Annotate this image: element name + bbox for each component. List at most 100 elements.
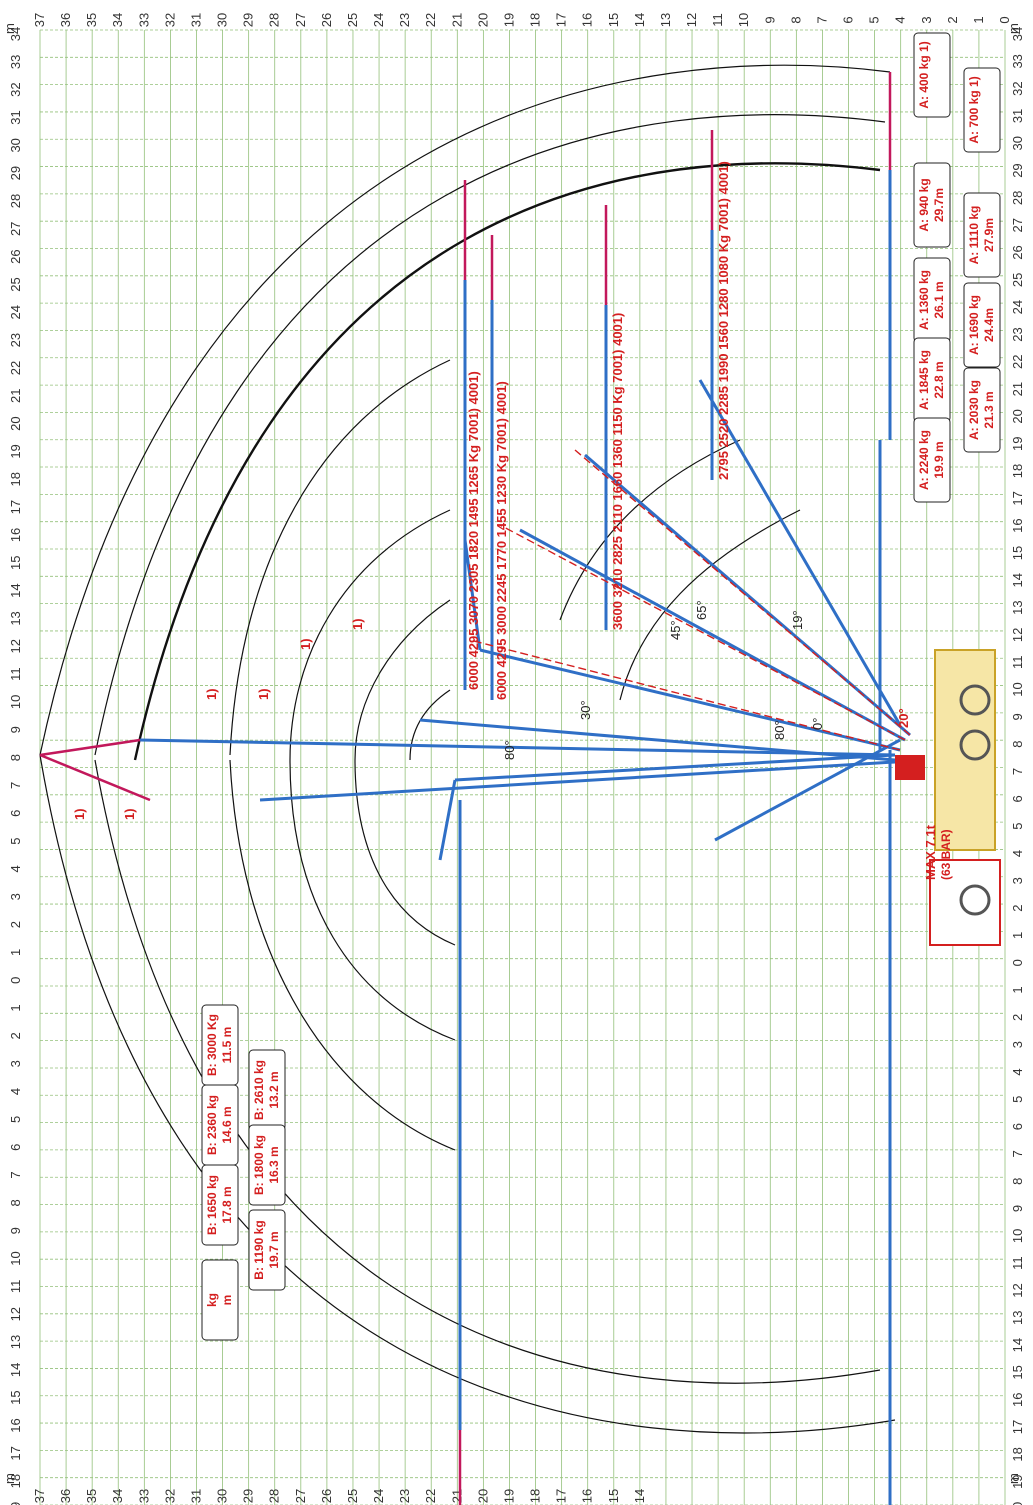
boom-65 xyxy=(479,648,901,752)
angle-label: 80° xyxy=(502,740,517,760)
tick-label-left: 14 xyxy=(8,583,23,597)
tick-label-right: 19 xyxy=(1010,1474,1025,1488)
tick-label-right: 23 xyxy=(1010,327,1025,341)
tick-label-left: 16 xyxy=(8,1418,23,1432)
reach-arc-lower-2 xyxy=(94,759,881,1384)
tick-label-right: 33 xyxy=(1010,54,1025,68)
angle-label: 65° xyxy=(694,600,709,620)
tick-label-left: 6 xyxy=(8,1144,23,1151)
tick-label-bottom: 23 xyxy=(397,1489,412,1503)
tick-label-top: 1 xyxy=(971,16,986,23)
tick-label-right: 12 xyxy=(1010,1283,1025,1297)
ref-line-45 xyxy=(499,524,906,741)
jib-tip-80 xyxy=(39,738,141,757)
reach-arc-inner-1 xyxy=(229,359,451,756)
tick-label-right: 9 xyxy=(1010,713,1025,720)
tick-label-top: 11 xyxy=(710,13,725,27)
tick-label-top: 33 xyxy=(136,13,151,27)
load-box-a-frame xyxy=(963,67,1001,153)
tick-label-left: 31 xyxy=(8,110,23,124)
tick-label-right: 12 xyxy=(1010,628,1025,642)
tick-label-left: 15 xyxy=(8,1390,23,1404)
load-box-a-radius: 19.9 m xyxy=(932,441,946,478)
footnote-marker: 1) xyxy=(298,638,313,650)
max-load-pressure: (63 BAR) xyxy=(939,829,953,880)
load-box-a: A: 940 kg 29.7m xyxy=(913,162,951,248)
capacity-row: 6000 4295 3070 2305 1820 1495 1265 Kg 70… xyxy=(466,371,481,690)
load-box-b-load: B: 1650 kg xyxy=(205,1175,219,1235)
tick-label-right: 17 xyxy=(1010,491,1025,505)
tick-label-left: 2 xyxy=(8,1032,23,1039)
ref-line-30 xyxy=(574,449,911,736)
tick-label-left: 14 xyxy=(8,1363,23,1377)
tick-label-left: 9 xyxy=(8,1227,23,1234)
tick-label-bottom: 25 xyxy=(345,1489,360,1503)
tick-label-top: 22 xyxy=(423,13,438,27)
tick-label-top: 8 xyxy=(788,16,803,23)
boom-knuckle-1 xyxy=(438,779,457,861)
truck-cab xyxy=(929,859,1001,946)
reach-arc-inner-5 xyxy=(229,759,456,1151)
load-box-b-radius: 16.3 m xyxy=(267,1146,281,1183)
tick-label-left: 4 xyxy=(8,865,23,872)
tick-label-bottom: 32 xyxy=(162,1489,177,1503)
tick-label-top: 21 xyxy=(449,13,464,27)
load-box-b-frame xyxy=(248,1209,286,1291)
tick-label-left: 2 xyxy=(8,921,23,928)
axis-ticks: 37 36 35 34 33 32 31 30 29 28 27 26 25 24 23 22 21 20 19 18… xyxy=(8,13,1025,1505)
tick-label-right: 20 xyxy=(1010,1502,1025,1505)
tick-label-left: 5 xyxy=(8,1116,23,1123)
tick-label-top: 25 xyxy=(345,13,360,27)
jib-tip-80-lower xyxy=(39,753,151,802)
tick-label-top: 26 xyxy=(319,13,334,27)
tick-label-right: 34 xyxy=(1010,27,1025,41)
tick-label-right: 13 xyxy=(1010,1311,1025,1325)
load-box-a-radius: 29.7m xyxy=(932,188,946,222)
reach-arc-inner-4 xyxy=(409,689,451,761)
load-box-a-load: A: 700 kg 1) xyxy=(967,76,981,143)
load-box-b-load: B: 3000 Kg xyxy=(205,1014,219,1076)
load-box-a-load: A: 2240 kg xyxy=(917,430,931,490)
tick-label-right: 3 xyxy=(1010,877,1025,884)
boom-20 xyxy=(714,738,901,842)
footnote-marker: 1) xyxy=(256,688,271,700)
tick-label-bottom: 28 xyxy=(267,1489,282,1503)
tick-label-right: 2 xyxy=(1010,1014,1025,1021)
tick-label-right: 7 xyxy=(1010,1150,1025,1157)
load-box-a-load: A: 1110 kg xyxy=(967,206,981,265)
tick-label-top: 0 xyxy=(997,16,1012,23)
load-box-b-frame xyxy=(201,1259,239,1341)
tick-label-left: 30 xyxy=(8,138,23,152)
tick-label-left: 27 xyxy=(8,222,23,236)
footnote-marker: 1) xyxy=(204,688,219,700)
max-load-label: MAX 7.1t xyxy=(923,824,938,880)
tick-label-top: 17 xyxy=(554,13,569,27)
tick-label-right: 16 xyxy=(1010,1393,1025,1407)
tick-label-left: 15 xyxy=(8,556,23,570)
footnote-marker: 1) xyxy=(350,618,365,630)
crane-base xyxy=(895,755,925,780)
tick-label-bottom: 17 xyxy=(554,1489,569,1503)
tick-label-right: 16 xyxy=(1010,518,1025,532)
tick-label-right: 32 xyxy=(1010,81,1025,95)
tick-label-left: 33 xyxy=(8,55,23,69)
tick-label-right: 10 xyxy=(1010,1229,1025,1243)
load-box-a: A: 1110 kg 27.9m xyxy=(963,192,1001,278)
tick-label-top: 10 xyxy=(736,13,751,27)
tick-label-top: 3 xyxy=(919,16,934,23)
tick-label-bottom: 37 xyxy=(32,1489,47,1503)
tick-label-left: 6 xyxy=(8,810,23,817)
load-box-a-load: A: 400 kg 1) xyxy=(917,41,931,108)
boom-65-tip xyxy=(463,539,482,651)
angle-label: 0° xyxy=(810,718,825,730)
tick-label-bottom: 34 xyxy=(110,1489,125,1503)
load-box-a-load: A: 1845 kg xyxy=(917,350,931,410)
truck-wheel-2 xyxy=(959,729,991,761)
load-box-b: B: 2360 kg 14.6 m xyxy=(201,1084,239,1166)
load-box-a-load: A: 1690 kg xyxy=(967,295,981,355)
tick-label-left: 9 xyxy=(8,726,23,733)
load-box-b-radius: m xyxy=(220,1295,234,1306)
load-box-a-frame xyxy=(913,162,951,248)
tick-label-right: 29 xyxy=(1010,163,1025,177)
tick-label-top: 28 xyxy=(267,13,282,27)
